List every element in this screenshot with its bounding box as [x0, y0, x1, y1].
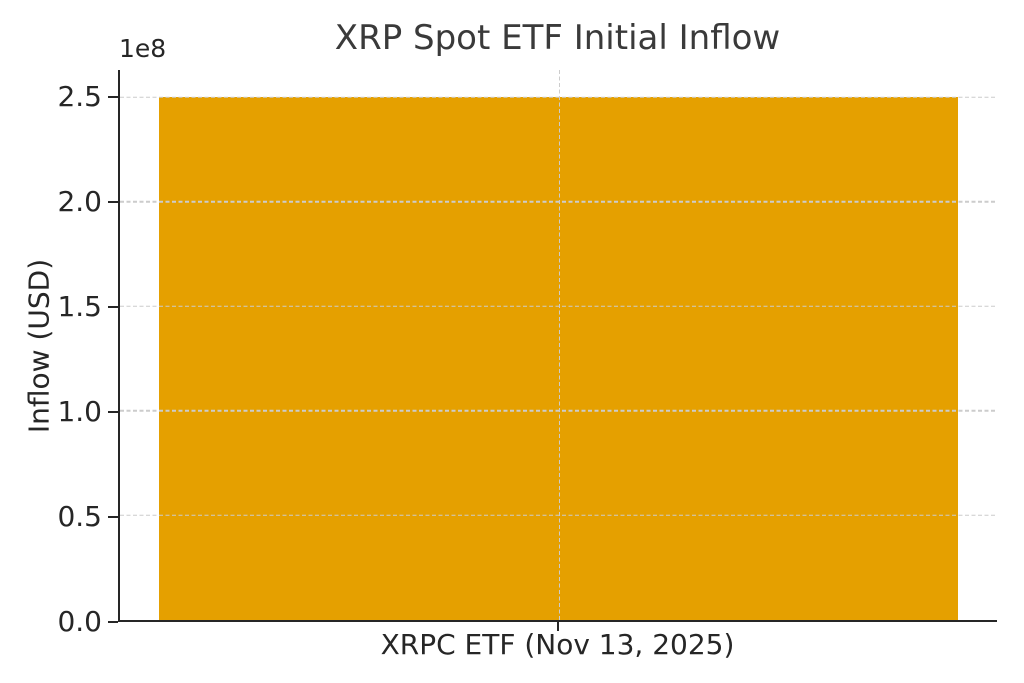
plot-area — [118, 70, 997, 622]
y-tick-mark — [108, 306, 118, 309]
x-gridline — [558, 70, 560, 620]
x-tick-mark — [557, 622, 559, 631]
y-tick-label: 0.5 — [57, 500, 102, 534]
y-tick-label: 2.5 — [57, 80, 102, 114]
y-tick-label: 0.0 — [57, 605, 102, 638]
y-tick-label: 1.5 — [57, 290, 102, 324]
y-tick-label: 1.0 — [57, 395, 102, 429]
y-tick-mark — [108, 621, 118, 623]
bar-xrpc-etf — [159, 97, 958, 620]
y-tick-mark — [108, 411, 118, 414]
x-tick-label: XRPC ETF (Nov 13, 2025) — [380, 628, 735, 661]
y-tick-mark — [108, 516, 118, 519]
y-tick-label: 2.0 — [57, 185, 102, 219]
y-tick-mark — [108, 96, 118, 99]
chart-title: XRP Spot ETF Initial Inflow — [334, 18, 781, 58]
y-axis: 0.0 0.5 1.0 1.5 2.0 2.5 — [0, 70, 118, 636]
y-tick-mark — [108, 201, 118, 204]
y-axis-offset-label: 1e8 — [119, 34, 167, 63]
